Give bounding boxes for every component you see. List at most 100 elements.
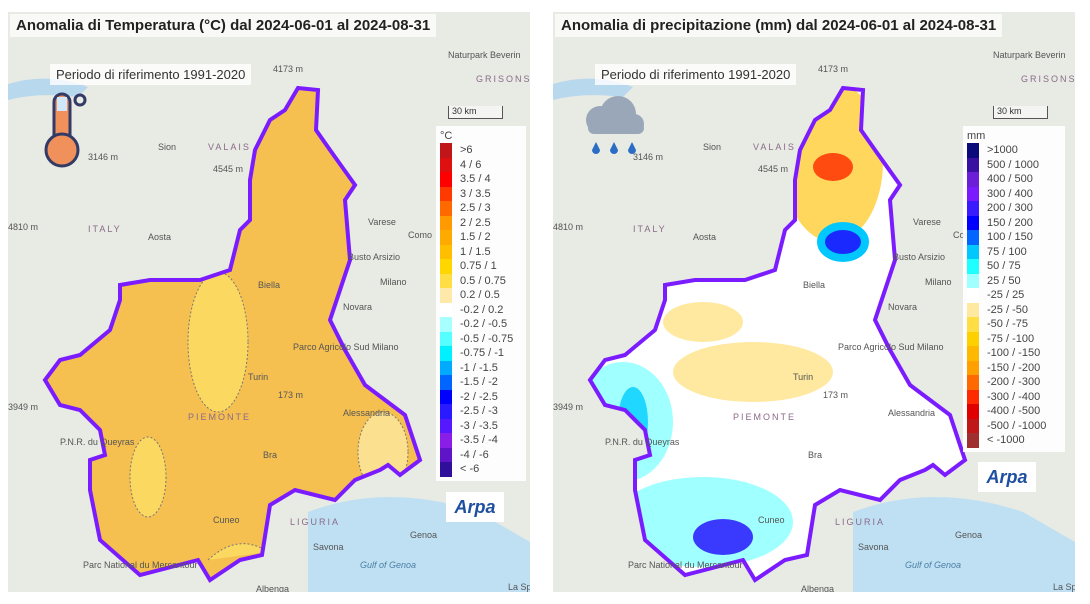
legend-label: 500 / 1000 [987, 158, 1039, 171]
place-label: VALAIS [208, 142, 251, 152]
legend-swatch [440, 418, 452, 433]
legend-label: 3.5 / 4 [460, 173, 491, 186]
place-label: Genoa [410, 530, 438, 540]
legend-entry: -1.5 / -2 [440, 375, 520, 390]
legend-swatch [967, 404, 979, 419]
legend-entry: 3.5 / 4 [440, 172, 520, 187]
legend-entry: -2.5 / -3 [440, 404, 520, 419]
legend-swatch [967, 375, 979, 390]
legend-label: 25 / 50 [987, 274, 1021, 287]
place-label: 3949 m [553, 402, 584, 412]
legend-swatch [967, 143, 979, 158]
scale-bar: 30 km [993, 106, 1048, 119]
legend-entry: 3 / 3.5 [440, 186, 520, 201]
place-label: Albenga [256, 584, 290, 592]
map-canvas[interactable] [553, 12, 1075, 592]
place-label: Milano [380, 277, 407, 287]
place-label: Varese [913, 217, 941, 227]
legend-label: 150 / 200 [987, 216, 1033, 229]
legend-unit: mm [967, 130, 986, 142]
legend-swatch [967, 244, 979, 259]
place-label: Cuneo [213, 515, 240, 525]
legend-label: -25 / 25 [987, 289, 1025, 302]
place-label: Novara [343, 302, 373, 312]
legend-swatch [440, 186, 452, 201]
place-label: PIEMONTE [188, 412, 252, 422]
map-title: Anomalia di precipitazione (mm) dal 2024… [555, 14, 1003, 37]
place-label: Busto Arsizio [348, 252, 401, 262]
legend-swatch [967, 360, 979, 375]
legend-label: >1000 [987, 144, 1018, 157]
legend-swatch [967, 201, 979, 216]
place-label: Aosta [693, 232, 717, 242]
rain-cloud-icon [586, 96, 644, 154]
legend-swatch [440, 360, 452, 375]
place-label: Aosta [148, 232, 172, 242]
precipitation-map-panel[interactable]: Sion VALAIS Aosta ITALY Biella Novara Milano Tu… [553, 12, 1075, 592]
legend-entry: -3.5 / -4 [440, 433, 520, 448]
legend-swatch [967, 331, 979, 346]
legend-entry: 25 / 50 [967, 273, 1059, 288]
legend-entry: 200 / 300 [967, 201, 1059, 216]
legend-swatch [967, 302, 979, 317]
place-label: Savona [858, 542, 889, 552]
place-label: Turin [248, 372, 269, 382]
legend-entry: -1 / -1.5 [440, 360, 520, 375]
place-label: Savona [313, 542, 344, 552]
place-label: 173 m [278, 390, 304, 400]
legend-swatch [440, 215, 452, 230]
legend-entry: 2.5 / 3 [440, 201, 520, 216]
place-label: Como [408, 230, 433, 240]
temperature-map-panel[interactable]: Sion VALAIS Aosta ITALY Biella Novara Milano Tu… [8, 12, 530, 592]
place-label: 3949 m [8, 402, 39, 412]
place-label: La Spezia [508, 582, 530, 592]
place-label: Biella [803, 280, 826, 290]
place-label: Gulf of Genoa [360, 560, 417, 570]
legend-swatch [440, 230, 452, 245]
legend-swatch [440, 143, 452, 158]
place-label: GRISONS [476, 74, 530, 84]
legend-swatch [967, 433, 979, 448]
legend-label: 300 / 400 [987, 187, 1033, 200]
legend-label: 1.5 / 2 [460, 231, 491, 244]
legend-entry: 0.75 / 1 [440, 259, 520, 274]
legend-entry: 1.5 / 2 [440, 230, 520, 245]
place-label: PIEMONTE [733, 412, 797, 422]
place-label: Milano [925, 277, 952, 287]
legend-label: 75 / 100 [987, 245, 1027, 258]
legend-entry: 100 / 150 [967, 230, 1059, 245]
legend-label: -0.2 / 0.2 [460, 303, 504, 316]
legend-entry: < -6 [440, 462, 520, 477]
arpa-logo: Arpa [446, 492, 504, 522]
legend-swatch [440, 447, 452, 462]
legend-label: 100 / 150 [987, 231, 1033, 244]
place-label: Bra [808, 450, 823, 460]
place-label: ITALY [633, 224, 667, 234]
place-label: GRISONS [1021, 74, 1075, 84]
legend-swatch [440, 302, 452, 317]
legend-swatch [440, 244, 452, 259]
place-label: P.N.R. du Queyras [60, 437, 135, 447]
legend-label: 2 / 2.5 [460, 216, 491, 229]
legend-label: 0.75 / 1 [460, 260, 497, 273]
legend-label: -4 / -6 [460, 448, 489, 461]
place-label: Naturpark Beverin [448, 50, 521, 60]
legend-entry: -2 / -2.5 [440, 389, 520, 404]
legend-entry: -200 / -300 [967, 375, 1059, 390]
place-label: Cuneo [758, 515, 785, 525]
place-label: 3146 m [633, 152, 664, 162]
legend-label: < -1000 [987, 434, 1025, 447]
arpa-logo: Arpa [978, 462, 1036, 492]
place-label: Sion [158, 142, 177, 152]
legend-entry: >6 [440, 143, 520, 158]
legend-label: -1.5 / -2 [460, 376, 498, 389]
map-title: Anomalia di Temperatura (°C) dal 2024-06… [10, 14, 437, 37]
place-label: Busto Arsizio [893, 252, 946, 262]
place-label: La Spezia [1053, 582, 1075, 592]
legend-entry: -100 / -150 [967, 346, 1059, 361]
legend-entry: -4 / -6 [440, 447, 520, 462]
legend-label: -100 / -150 [987, 347, 1041, 360]
legend-entry: -75 / -100 [967, 331, 1059, 346]
legend-swatch [440, 259, 452, 274]
